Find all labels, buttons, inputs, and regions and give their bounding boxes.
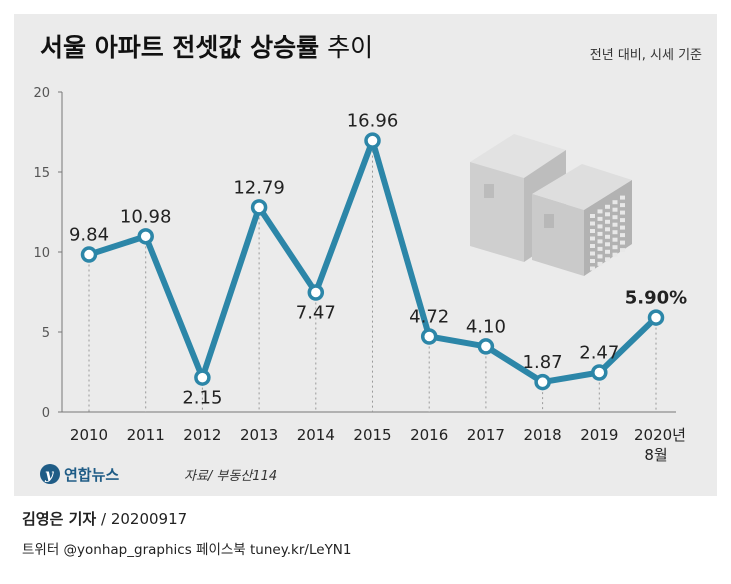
svg-text:y: y (44, 467, 54, 483)
y-tick-label: 15 (33, 166, 50, 181)
y-axis: 0 5 10 15 20 (33, 86, 676, 421)
reporter-name: 김영은 기자 (22, 510, 97, 528)
x-tick-label: 2011 (127, 426, 165, 444)
data-point (194, 369, 211, 386)
x-tick-label: 2016 (410, 426, 448, 444)
logo-text: 연합뉴스 (64, 466, 119, 484)
logo-mark (40, 464, 60, 484)
data-label: 9.84 (69, 225, 109, 246)
x-tick-label: 2017 (467, 426, 505, 444)
line-chart: 서울 아파트 전셋값 상승률 추이 전년 대비, 시세 기준 0 5 10 15 20 9… (33, 33, 702, 484)
credit-line: 김영은 기자 / 20200917 (22, 508, 187, 529)
y-tick-label: 20 (33, 86, 50, 101)
yonhap-logo: y 연합뉴스 (40, 464, 119, 484)
data-label: 4.72 (409, 306, 449, 327)
data-point (307, 284, 325, 301)
y-tick-label: 0 (42, 406, 50, 421)
x-axis: 2010 2011 2012 2013 2014 2015 2016 2017 2018 2019… (70, 426, 686, 464)
chart-subtitle: 전년 대비, 시세 기준 (590, 48, 702, 63)
data-point (477, 338, 495, 355)
data-point (364, 132, 381, 149)
data-label: 2.47 (579, 342, 619, 363)
data-label: 4.10 (466, 316, 506, 337)
data-point (647, 309, 665, 326)
data-point (591, 364, 608, 381)
data-point (420, 328, 438, 345)
apartment-buildings-icon (470, 134, 632, 276)
data-label: 2.15 (182, 388, 222, 409)
data-point (137, 228, 154, 245)
x-tick-label: 2010 (70, 426, 108, 444)
data-point (80, 246, 98, 263)
credit-date: / 20200917 (96, 510, 188, 528)
x-tick-label: 2018 (524, 426, 562, 444)
x-tick-label: 2013 (240, 426, 278, 444)
y-tick-label: 5 (42, 326, 50, 341)
chart-title: 서울 아파트 전셋값 상승률 추이 (40, 33, 373, 62)
data-label: 5.90% (625, 288, 687, 309)
x-tick-label: 2019 (580, 426, 618, 444)
social-line: 트위터 @yonhap_graphics 페이스북 tuney.kr/LeYN1 (22, 542, 352, 558)
data-label: 10.98 (120, 206, 172, 227)
chart-card: 서울 아파트 전셋값 상승률 추이 전년 대비, 시세 기준 0 5 10 15 20 9… (14, 14, 717, 496)
data-label: 12.79 (233, 177, 285, 198)
x-tick-label: 2020년 8월 (634, 426, 686, 464)
x-tick-label: 2012 (183, 426, 221, 444)
data-label: 7.47 (296, 302, 336, 323)
x-tick-label: 2015 (353, 426, 391, 444)
data-point (534, 373, 551, 391)
source-label: 자료/ 부동산114 (184, 469, 277, 484)
data-label: 1.87 (523, 352, 563, 373)
data-label: 16.96 (347, 111, 399, 132)
y-tick-label: 10 (33, 246, 50, 261)
data-point (250, 199, 268, 216)
x-tick-label: 2014 (297, 426, 335, 444)
